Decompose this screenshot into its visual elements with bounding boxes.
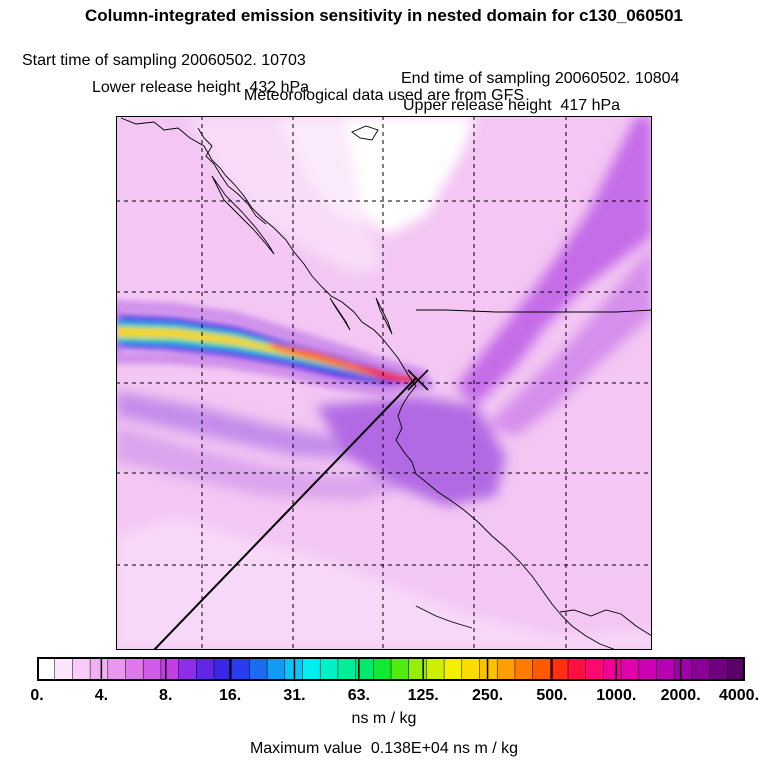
colorbar-tick-label: 4. (94, 687, 109, 704)
colorbar-cell (532, 657, 552, 681)
colorbar-cell (249, 657, 268, 681)
colorbar-cell (390, 657, 410, 681)
colorbar-cell (196, 657, 215, 681)
colorbar-cell (673, 657, 693, 681)
colorbar-cell (709, 657, 729, 681)
colorbar-tick-label: 4000. (718, 687, 760, 704)
colorbar-cell (160, 657, 180, 681)
colorbar-tick-label: 0. (30, 687, 44, 704)
colorbar-cell (603, 657, 622, 681)
colorbar-tick-label: 125. (407, 687, 439, 704)
colorbar-cell (550, 657, 569, 681)
colorbar-cell (408, 657, 428, 681)
colorbar-cell (266, 657, 286, 681)
end-time-label: End time of sampling 20060502. 10804 (401, 70, 680, 87)
colorbar-cell (567, 657, 587, 681)
colorbar-cell (656, 657, 675, 681)
colorbar-tick-label: 500. (536, 687, 568, 704)
maximum-value-label: Maximum value 0.138E+04 ns m / kg (249, 740, 519, 757)
colorbar-unit-label: ns m / kg (351, 710, 417, 727)
colorbar-cell (479, 657, 498, 681)
colorbar-cell (302, 657, 321, 681)
colorbar-cell (514, 657, 534, 681)
colorbar-cell (443, 657, 463, 681)
plot-title: Column-integrated emission sensitivity i… (84, 6, 684, 25)
colorbar-tick-label: 250. (471, 687, 504, 704)
colorbar-cell (125, 657, 144, 681)
colorbar (37, 657, 745, 681)
colorbar-cell (426, 657, 445, 681)
colorbar-cell (142, 657, 162, 681)
colorbar-tick-label: 8. (159, 687, 173, 704)
colorbar-cell (178, 657, 198, 681)
colorbar-frame (37, 657, 745, 681)
lower-release-height-label: Lower release height 432 hPa (92, 79, 310, 96)
colorbar-cell (54, 657, 74, 681)
release-height-row: Lower release height 432 hPa Upper relea… (0, 61, 768, 115)
colorbar-cell (37, 657, 56, 681)
colorbar-tick-label: 16. (218, 687, 242, 704)
colorbar-cell (638, 657, 658, 681)
colorbar-cell (727, 657, 745, 681)
colorbar-cell (373, 657, 392, 681)
colorbar-cell (691, 657, 711, 681)
colorbar-cell (461, 657, 481, 681)
release-point-marker (407, 369, 429, 391)
graticule (116, 116, 652, 650)
colorbar-cell (585, 657, 605, 681)
colorbar-cell (620, 657, 640, 681)
start-time-label: Start time of sampling 20060502. 10703 (22, 52, 306, 69)
colorbar-cell (319, 657, 339, 681)
sampling-time-row: Start time of sampling 20060502. 10703 E… (0, 34, 768, 88)
flight-track-line (153, 377, 417, 650)
colorbar-tick-labels: 0. 4. 8. 16. 31. 63. 125. 250. 500. 1000. 2000. 400… (0, 687, 768, 707)
colorbar-tick-label: 31. (283, 687, 306, 704)
upper-release-height-label: Upper release height 417 hPa (403, 97, 621, 114)
coastline (120, 117, 652, 650)
map-frame (116, 116, 652, 650)
colorbar-cell (231, 657, 251, 681)
colorbar-tick-label: 2000. (660, 687, 701, 704)
colorbar-cell (337, 657, 357, 681)
colorbar-tick-label: 1000. (596, 687, 637, 704)
colorbar-cell (72, 657, 91, 681)
colorbar-cell (496, 657, 516, 681)
met-data-label: Meteorological data used are from GFS (243, 87, 525, 104)
colorbar-cell (89, 657, 109, 681)
colorbar-tick-label: 63. (347, 687, 370, 704)
sensitivity-map (116, 116, 652, 650)
colorbar-cell (107, 657, 127, 681)
